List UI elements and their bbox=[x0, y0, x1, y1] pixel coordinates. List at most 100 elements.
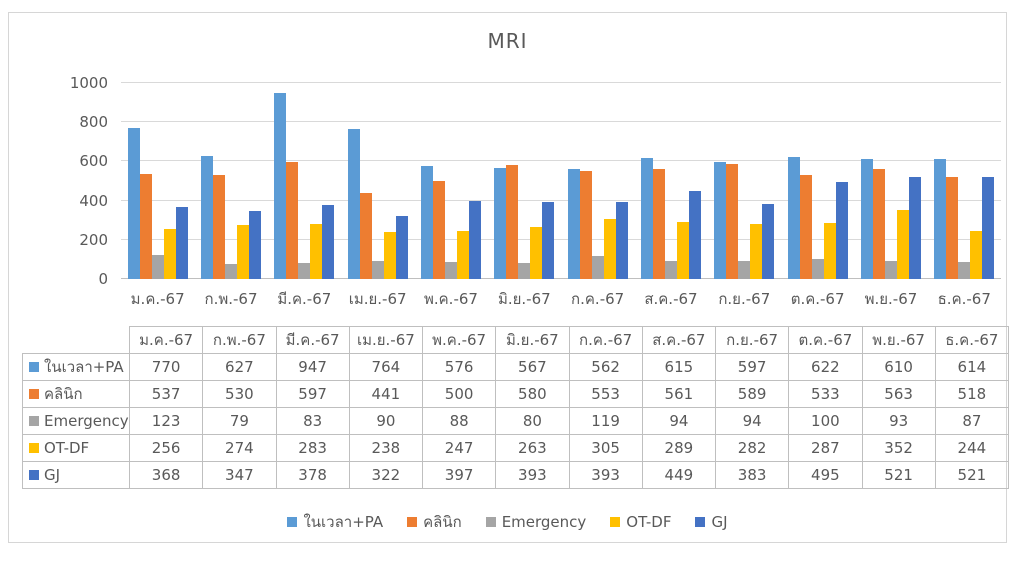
chart-title: MRI bbox=[487, 29, 528, 53]
table-row-label: OT-DF bbox=[22, 434, 130, 462]
table-cell: 576 bbox=[421, 353, 497, 381]
table-header-cell: ส.ค.-67 bbox=[641, 326, 717, 354]
bar-ในเวลา+PA bbox=[200, 156, 213, 279]
table-cell: 597 bbox=[714, 353, 790, 381]
series-swatch-icon bbox=[29, 389, 39, 399]
bar-ในเวลา+PA bbox=[127, 128, 140, 279]
data-table: ม.ค.-67 ก.พ.-67 มี.ค.-67 เม.ย.-67 พ.ค.-67 มิ.… bbox=[22, 326, 1010, 489]
table-row: GJ 368 347 378 322 397 393 393 449 383 495 521 521 bbox=[22, 461, 1010, 489]
table-cell: 614 bbox=[934, 353, 1010, 381]
bar-คลินิก bbox=[799, 175, 812, 279]
x-axis-category-label: เม.ย.-67 bbox=[348, 290, 407, 308]
table-cell: 378 bbox=[275, 461, 350, 489]
table-row-label: GJ bbox=[22, 461, 130, 489]
bar-ในเวลา+PA bbox=[860, 159, 873, 279]
table-cell: 495 bbox=[788, 461, 863, 489]
table-cell: 580 bbox=[495, 380, 570, 408]
bar-group bbox=[268, 83, 341, 279]
bar-group bbox=[854, 83, 927, 279]
table-row-label: Emergency bbox=[22, 407, 130, 435]
x-axis-category-label: พ.ย.-67 bbox=[864, 290, 918, 308]
table-corner-cell bbox=[22, 326, 130, 354]
bar-OT-DF bbox=[383, 232, 396, 279]
table-row: คลินิก 537 530 597 441 500 580 553 561 589 533 563 5… bbox=[22, 380, 1010, 408]
bar-OT-DF bbox=[456, 231, 469, 279]
series-name: คลินิก bbox=[44, 385, 83, 403]
bar-group bbox=[634, 83, 707, 279]
table-cell: 90 bbox=[348, 407, 424, 435]
table-cell: 352 bbox=[861, 434, 936, 462]
table-cell: 322 bbox=[348, 461, 424, 489]
bar-GJ bbox=[175, 207, 188, 279]
legend: ในเวลา+PA คลินิก Emergency OT-DF GJ bbox=[9, 510, 1006, 534]
bar-OT-DF bbox=[603, 219, 616, 279]
table-cell: 263 bbox=[495, 434, 570, 462]
bar-คลินิก bbox=[212, 175, 225, 279]
x-axis-category-label: ก.ค.-67 bbox=[571, 290, 625, 308]
bar-คลินิก bbox=[652, 169, 665, 279]
legend-item: OT-DF bbox=[610, 510, 671, 534]
bar-Emergency bbox=[518, 263, 531, 279]
legend-swatch-icon bbox=[695, 517, 706, 527]
bar-Emergency bbox=[151, 255, 164, 279]
table-header-cell: ก.พ.-67 bbox=[202, 326, 277, 354]
bar-Emergency bbox=[591, 256, 604, 279]
legend-label: OT-DF bbox=[626, 513, 672, 531]
table-cell: 622 bbox=[788, 353, 863, 381]
x-axis-category-label: พ.ค.-67 bbox=[423, 290, 478, 308]
bar-ในเวลา+PA bbox=[420, 166, 433, 279]
table-cell: 87 bbox=[934, 407, 1010, 435]
table-cell: 537 bbox=[128, 380, 204, 408]
table-cell: 347 bbox=[202, 461, 277, 489]
bar-คลินิก bbox=[359, 193, 372, 279]
table-row-label: คลินิก bbox=[22, 380, 130, 408]
legend-swatch-icon bbox=[610, 517, 621, 527]
bar-group bbox=[488, 83, 561, 279]
table-cell: 393 bbox=[568, 461, 643, 489]
bar-group bbox=[414, 83, 487, 279]
bar-Emergency bbox=[738, 261, 751, 279]
table-cell: 770 bbox=[128, 353, 204, 381]
bar-group bbox=[341, 83, 414, 279]
bar-Emergency bbox=[444, 262, 457, 279]
table-cell: 274 bbox=[202, 434, 277, 462]
table-cell: 100 bbox=[788, 407, 863, 435]
table-cell: 238 bbox=[348, 434, 424, 462]
bar-OT-DF bbox=[530, 227, 543, 279]
table-cell: 383 bbox=[714, 461, 790, 489]
table-cell: 289 bbox=[641, 434, 717, 462]
legend-swatch-icon bbox=[407, 517, 418, 527]
table-cell: 553 bbox=[568, 380, 643, 408]
bar-ในเวลา+PA bbox=[347, 129, 360, 279]
table-cell: 627 bbox=[202, 353, 277, 381]
bar-group bbox=[194, 83, 267, 279]
table-cell: 94 bbox=[714, 407, 790, 435]
table-cell: 305 bbox=[568, 434, 643, 462]
table-cell: 589 bbox=[714, 380, 790, 408]
legend-label: คลินิก bbox=[423, 513, 462, 531]
table-cell: 597 bbox=[275, 380, 350, 408]
table-header-cell: มี.ค.-67 bbox=[275, 326, 350, 354]
table-cell: 521 bbox=[861, 461, 936, 489]
bar-GJ bbox=[542, 202, 555, 279]
y-axis-tick-label: 800 bbox=[79, 113, 108, 132]
bar-คลินิก bbox=[946, 177, 959, 279]
bar-คลินิก bbox=[579, 171, 592, 279]
bar-Emergency bbox=[371, 261, 384, 279]
x-axis-category-label: ต.ค.-67 bbox=[790, 290, 845, 308]
series-swatch-icon bbox=[29, 470, 39, 480]
table-header-cell: มิ.ย.-67 bbox=[495, 326, 570, 354]
x-axis-labels: ม.ค.-67 ก.พ.-67 มี.ค.-67 เม.ย.-67 พ.ค.-67 มิ.… bbox=[121, 287, 1001, 311]
table-row: OT-DF 256 274 283 238 247 263 305 289 282 287 352 24… bbox=[22, 434, 1010, 462]
bar-Emergency bbox=[298, 263, 311, 279]
x-axis-category-label: ส.ค.-67 bbox=[644, 290, 698, 308]
x-axis-category-label: มี.ค.-67 bbox=[277, 290, 332, 308]
x-axis-category-label: ธ.ค.-67 bbox=[937, 290, 991, 308]
table-cell: 947 bbox=[275, 353, 350, 381]
table-cell: 441 bbox=[348, 380, 424, 408]
series-name: Emergency bbox=[44, 412, 129, 430]
table-cell: 764 bbox=[348, 353, 424, 381]
y-axis-tick-label: 0 bbox=[98, 270, 108, 288]
table-header-cell: ธ.ค.-67 bbox=[934, 326, 1010, 354]
bar-OT-DF bbox=[896, 210, 909, 279]
